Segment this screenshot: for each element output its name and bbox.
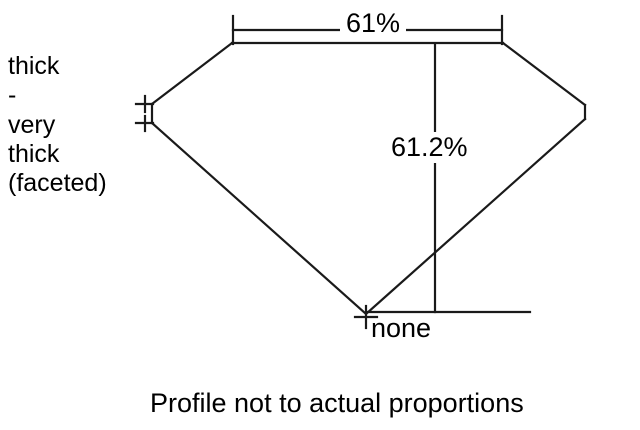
table-percent-label: 61% [340, 8, 407, 40]
girdle-thickness-label: thick - very thick (faceted) [8, 52, 107, 197]
crown-left-edge [150, 41, 234, 106]
pavilion-left-edge [150, 121, 368, 316]
pavilion-right-edge [364, 117, 587, 316]
girdle-thickness-marker [134, 94, 155, 133]
culet-cross-marker [353, 304, 379, 330]
crown-right-edge [501, 41, 587, 107]
culet-label: none [371, 313, 432, 343]
total-depth-dimension [364, 42, 532, 314]
stone-outline [150, 41, 587, 316]
caption-label: Profile not to actual proportions [150, 388, 524, 418]
depth-percent-label: 61.2% [387, 132, 472, 164]
